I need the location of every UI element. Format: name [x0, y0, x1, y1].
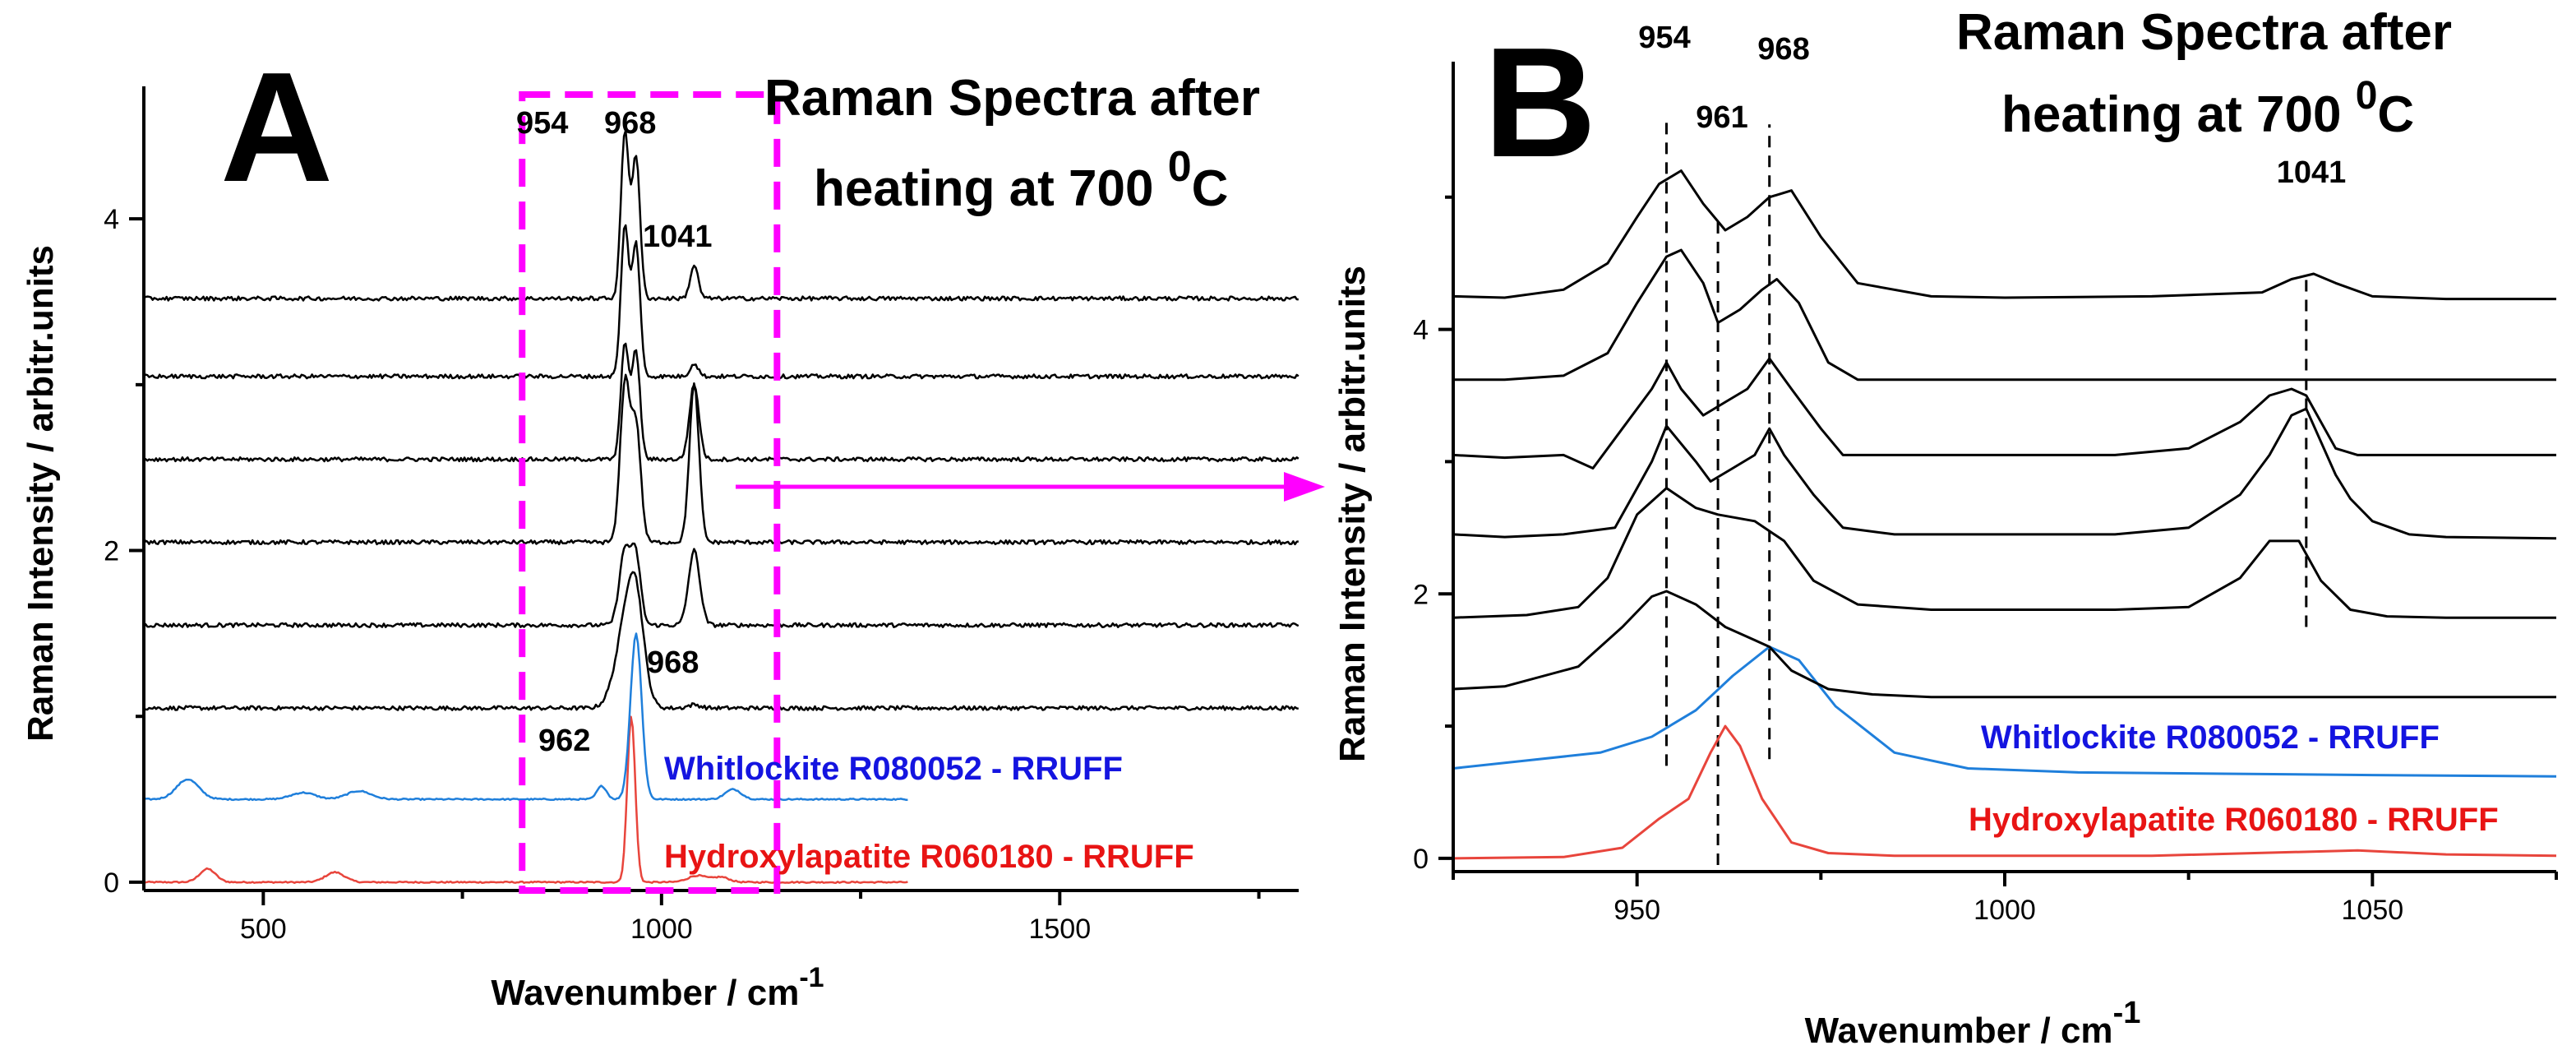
spectrum-line-3	[144, 571, 1299, 711]
y-tick-label: 0	[104, 867, 119, 899]
panel-a-ylabel: Raman Intensity / arbitr.units	[21, 245, 61, 742]
y-tick-label: 4	[1413, 315, 1429, 346]
panel-b-title-line2: heating at 700 0C	[2001, 74, 2414, 143]
panel-b-title-prefix: heating at 700	[2001, 86, 2356, 143]
panel-a-peak-968: 968	[604, 106, 656, 141]
zoom-arrow	[736, 472, 1325, 502]
panel-b-peak-961: 961	[1696, 100, 1747, 135]
panel-a-title-suffix: C	[1192, 160, 1229, 217]
spectrum-line-2	[143, 632, 908, 802]
spectrum-line-1	[1452, 724, 2557, 860]
spectrum-line-7	[143, 224, 1300, 380]
panel-a-title-line1: Raman Spectra after	[764, 70, 1260, 127]
panel-b-ylabel: Raman Intensity / arbitr.units	[1332, 266, 1373, 762]
panel-a-axes: 500 1000 1500 0 2 4	[104, 86, 1299, 945]
x-tick-label: 1050	[2342, 895, 2404, 926]
panel-a-peak-1041: 1041	[643, 220, 713, 254]
panel-b-xlabel-main: Wavenumber / cm	[1805, 1011, 2113, 1051]
spectrum-line-3	[1452, 590, 2556, 699]
spectrum-line-5	[142, 373, 1300, 546]
panel-a-xlabel: Wavenumber / cm-1	[491, 962, 824, 1013]
y-tick-label: 2	[1413, 579, 1429, 610]
panel-a-xlabel-main: Wavenumber / cm	[491, 973, 799, 1013]
panel-a-title-line2: heating at 700 0C	[814, 143, 1228, 217]
panel-b-title-sup: 0	[2356, 74, 2378, 118]
panel-b-peak-1041: 1041	[2277, 155, 2347, 190]
y-tick-label: 0	[1413, 844, 1429, 875]
panel-b-xlabel: Wavenumber / cm-1	[1805, 996, 2141, 1051]
spectrum-line-8	[143, 129, 1299, 302]
panel-a-ref-peak-red: 962	[538, 724, 590, 758]
panel-b: 950 1000 1050 0 2 4 B Raman Spectra after hea…	[1332, 4, 2558, 1051]
x-tick-label: 1500	[1028, 914, 1091, 945]
x-tick-label: 500	[240, 914, 287, 945]
y-tick-label: 2	[104, 536, 119, 567]
spectrum-line-7	[1453, 248, 2556, 382]
panel-b-letter: B	[1484, 16, 1596, 190]
x-tick-label: 1000	[630, 914, 693, 945]
highlight-box	[519, 91, 781, 894]
y-tick-label: 4	[104, 204, 119, 235]
spectrum-line-5	[1452, 407, 2557, 540]
panel-a: 500 1000 1500 0 2 4 A Raman Spectra after hea…	[21, 40, 1300, 1013]
panel-a-ref-label-blue: Whitlockite R080052 - RRUFF	[664, 751, 1123, 787]
x-tick-label: 950	[1613, 895, 1660, 926]
spectrum-line-2	[1452, 645, 2557, 778]
panel-a-xlabel-sup: -1	[799, 962, 824, 993]
panel-a-peak-954: 954	[516, 106, 568, 141]
panel-a-letter: A	[220, 40, 333, 215]
spectrum-line-8	[1452, 169, 2556, 301]
spectrum-line-4	[143, 542, 1300, 628]
panel-b-xlabel-sup: -1	[2113, 996, 2141, 1030]
panel-b-title-line1: Raman Spectra after	[1956, 4, 2452, 61]
panel-b-ref-label-blue: Whitlockite R080052 - RRUFF	[1981, 719, 2440, 756]
panel-a-ref-label-red: Hydroxylapatite R060180 - RRUFF	[664, 839, 1194, 875]
panel-b-title-suffix: C	[2377, 86, 2414, 143]
panel-a-traces	[142, 129, 1300, 884]
panel-b-axes: 950 1000 1050 0 2 4	[1413, 62, 2558, 926]
spectrum-line-1	[143, 715, 908, 884]
x-tick-label: 1000	[1974, 895, 2036, 926]
panel-a-title-sup: 0	[1168, 143, 1192, 191]
panel-b-peak-markers	[1664, 118, 2308, 865]
panel-a-ref-peak-blue: 968	[647, 645, 699, 680]
spectrum-line-4	[1452, 487, 2556, 619]
panel-b-traces	[1452, 169, 2557, 860]
spectrum-line-6	[1452, 357, 2556, 470]
spectrum-line-6	[143, 342, 1300, 463]
panel-a-title-prefix: heating at 700	[814, 160, 1168, 217]
panel-b-peak-968: 968	[1757, 32, 1809, 67]
panel-b-peak-954: 954	[1638, 21, 1690, 55]
panel-b-ref-label-red: Hydroxylapatite R060180 - RRUFF	[1969, 802, 2499, 838]
